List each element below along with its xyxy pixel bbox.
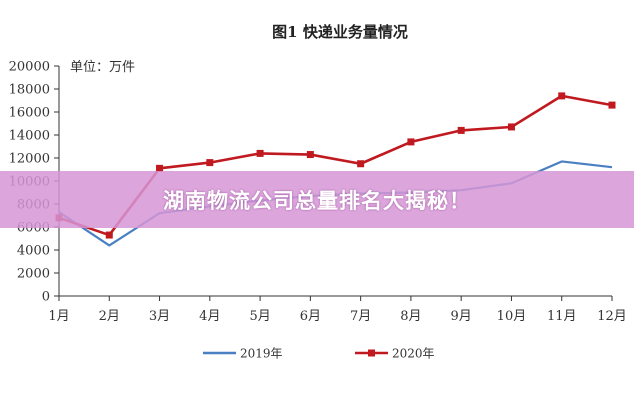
y-tick-label: 18000: [9, 83, 50, 98]
y-tick-label: 4000: [17, 244, 50, 259]
x-tick-label: 8月: [400, 309, 421, 324]
x-tick-label: 11月: [547, 309, 577, 324]
legend-marker: [368, 349, 375, 357]
legend-item: 2019年: [203, 347, 283, 361]
x-tick-label: 1月: [48, 309, 69, 324]
banner-text: 湖南物流公司总量排名大揭秘！: [163, 188, 471, 213]
y-tick-label: 14000: [9, 129, 50, 144]
data-point: [156, 164, 164, 172]
unit-label: 单位：万件: [70, 60, 135, 75]
data-point: [256, 149, 264, 157]
legend-item: 2020年: [355, 347, 435, 361]
data-point: [608, 101, 616, 109]
y-tick-label: 20000: [9, 60, 50, 75]
data-point: [206, 159, 214, 167]
data-point: [558, 92, 566, 100]
y-tick-label: 16000: [9, 106, 50, 121]
data-point: [507, 123, 515, 131]
x-tick-label: 6月: [300, 309, 321, 324]
x-tick-label: 12月: [597, 309, 627, 324]
data-point: [357, 160, 365, 168]
x-tick-label: 4月: [199, 309, 220, 324]
x-tick-label: 7月: [350, 309, 371, 324]
data-point: [306, 151, 314, 159]
data-point: [407, 138, 415, 146]
legend-label: 2019年: [240, 347, 283, 361]
data-point: [457, 126, 465, 134]
y-tick-label: 12000: [9, 152, 50, 167]
legend: 2019年 2020年: [203, 347, 435, 361]
x-tick-label: 3月: [149, 309, 170, 324]
data-point: [105, 231, 113, 239]
y-tick-label: 0: [42, 290, 50, 305]
x-tick-label: 10月: [497, 309, 527, 324]
chart-title: 图1 快递业务量情况: [272, 23, 408, 41]
legend-label: 2020年: [392, 347, 435, 361]
y-tick-label: 2000: [17, 267, 50, 282]
x-tick-label: 9月: [451, 309, 472, 324]
x-tick-label: 2月: [99, 309, 120, 324]
x-tick-label: 5月: [249, 309, 270, 324]
promo-banner: 湖南物流公司总量排名大揭秘！: [0, 171, 634, 228]
